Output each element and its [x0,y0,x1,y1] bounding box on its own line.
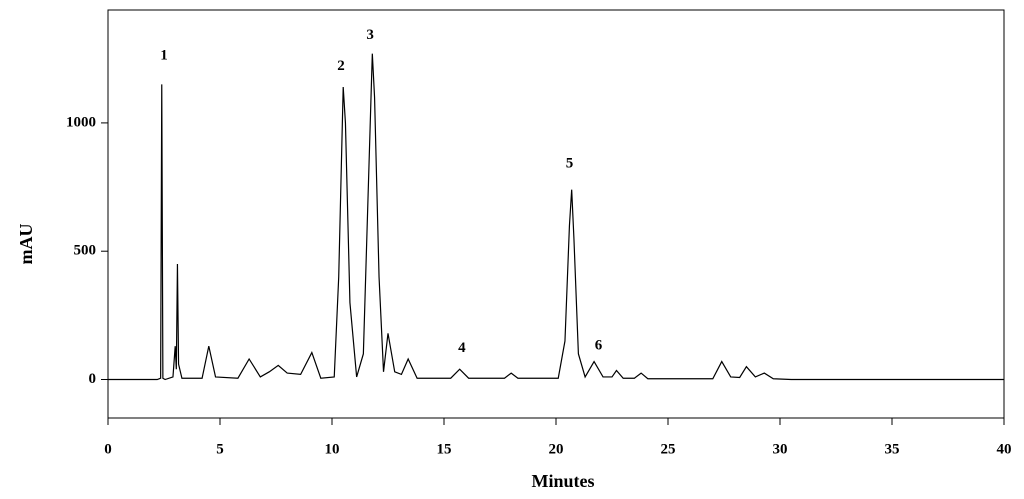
x-tick-label: 40 [997,441,1012,457]
x-tick-label: 35 [885,441,900,457]
trace-line [108,53,1004,381]
plot-frame [107,9,1005,419]
y-tick-label: 0 [89,371,97,387]
x-tick-label: 0 [104,441,112,457]
x-tick-label: 30 [773,441,788,457]
x-tick-label: 20 [549,441,564,457]
x-tick-label: 25 [661,441,676,457]
peak-label: 3 [366,27,374,43]
y-tick-label: 500 [74,243,97,259]
y-axis-title: mAU [16,224,36,265]
y-tick-label: 1000 [66,114,96,130]
peak-label: 6 [595,338,603,354]
peak-label: 4 [458,340,466,356]
peak-label: 5 [566,155,574,171]
x-tick-label: 10 [325,441,340,457]
x-tick-label: 15 [437,441,452,457]
peak-label: 1 [160,48,168,64]
x-tick-label: 5 [216,441,224,457]
x-axis-title: Minutes [532,471,595,491]
peak-label: 2 [337,58,345,74]
